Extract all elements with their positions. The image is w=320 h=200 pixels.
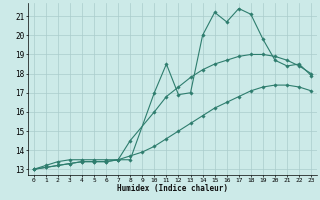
X-axis label: Humidex (Indice chaleur): Humidex (Indice chaleur) <box>117 184 228 193</box>
